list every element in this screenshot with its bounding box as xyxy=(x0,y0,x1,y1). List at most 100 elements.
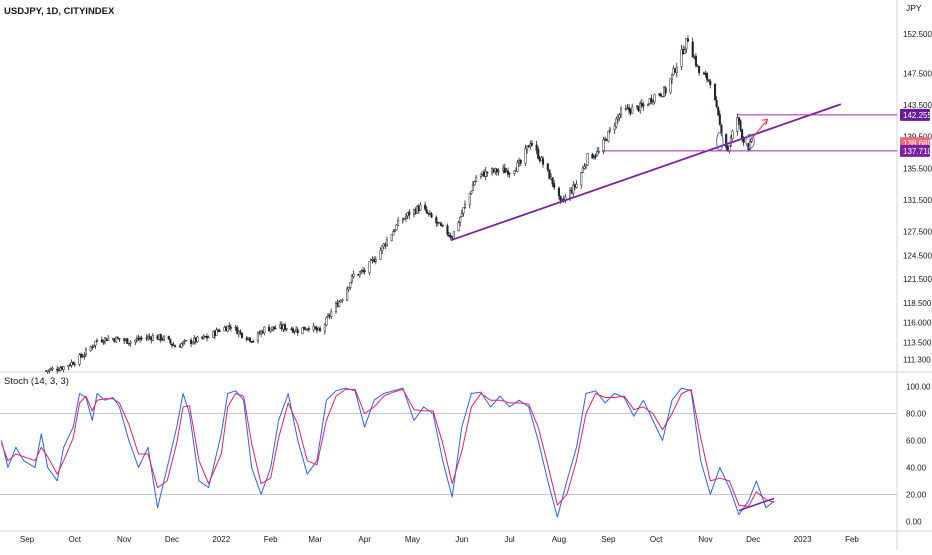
candle-body xyxy=(441,224,444,227)
candle-body xyxy=(346,288,349,301)
candle-body xyxy=(583,166,586,169)
time-tick-label: Aug xyxy=(552,535,566,544)
candle-body xyxy=(159,334,162,341)
candle-body xyxy=(381,245,384,251)
candle-body xyxy=(471,184,474,191)
price-tick-label: 124.500 xyxy=(903,251,932,260)
candle-body xyxy=(182,341,185,345)
candle-body xyxy=(349,282,352,288)
candle-body xyxy=(462,207,465,214)
candle-body xyxy=(592,156,596,159)
candle-body xyxy=(653,94,656,103)
candle-body xyxy=(584,164,588,168)
stoch-tick-label: 80.00 xyxy=(906,410,927,419)
candle-body xyxy=(129,341,132,344)
candle-body xyxy=(725,134,728,148)
candle-body xyxy=(218,330,221,332)
candle-body xyxy=(56,368,59,371)
candle-body xyxy=(737,117,740,121)
candle-body xyxy=(647,104,650,107)
candle-body xyxy=(739,120,742,130)
candle-body xyxy=(358,271,361,276)
candle-body xyxy=(363,270,366,273)
candle-body xyxy=(449,235,452,238)
candle-body xyxy=(405,216,408,219)
price-badge-label: 137.710 xyxy=(903,147,932,156)
candle-body xyxy=(174,345,177,348)
candle-body xyxy=(546,163,549,171)
time-tick-label: Sep xyxy=(601,535,616,544)
candle-body xyxy=(430,213,433,218)
candle-body xyxy=(524,148,527,164)
candle-body xyxy=(557,187,560,197)
candle-body xyxy=(537,149,540,159)
candle-body xyxy=(395,224,398,230)
time-tick-label: Jun xyxy=(455,535,468,544)
candle-body xyxy=(659,94,662,96)
candle-body xyxy=(240,332,244,338)
time-tick-label: May xyxy=(405,535,420,544)
candle-body xyxy=(167,335,170,340)
candle-body xyxy=(228,325,231,327)
candle-body xyxy=(217,329,220,332)
stoch-tick-label: 40.00 xyxy=(906,463,927,472)
candle-body xyxy=(438,222,441,224)
candle-body xyxy=(694,56,697,66)
candle-body xyxy=(269,328,272,332)
candle-body xyxy=(572,184,575,194)
stoch-series-line[interactable] xyxy=(1,388,775,507)
candle-body xyxy=(709,80,712,85)
candle-body xyxy=(319,328,322,332)
price-tick-label: 135.500 xyxy=(903,164,932,173)
candle-body xyxy=(96,339,99,342)
candle-body xyxy=(248,337,252,342)
candle-body xyxy=(272,326,275,329)
stoch-divergence-line[interactable] xyxy=(738,497,775,512)
candle-body xyxy=(686,38,690,42)
candle-body xyxy=(89,346,92,351)
support-trendline[interactable] xyxy=(450,103,842,242)
candle-body xyxy=(639,103,642,111)
time-tick-label: 2022 xyxy=(212,535,230,544)
candle-body xyxy=(94,340,97,346)
price-pane[interactable] xyxy=(45,35,897,374)
candle-body xyxy=(717,107,720,115)
candle-body xyxy=(602,139,605,152)
candle-body xyxy=(424,204,427,210)
price-badge xyxy=(900,108,930,121)
price-tick-label: 143.500 xyxy=(903,101,932,110)
candle-body xyxy=(134,339,137,343)
candle-body xyxy=(256,332,259,342)
candle-body xyxy=(597,151,600,153)
candle-body xyxy=(618,114,621,119)
candle-body xyxy=(368,261,371,273)
candle-body xyxy=(102,341,105,344)
price-tick-label: 147.500 xyxy=(903,69,932,78)
candle-body xyxy=(191,342,194,345)
candle-body xyxy=(664,87,667,94)
candle-body xyxy=(535,144,538,151)
candle-body xyxy=(226,325,229,332)
candle-body xyxy=(615,118,618,128)
candle-body xyxy=(263,326,266,333)
price-tick-label: 121.500 xyxy=(903,275,932,284)
candle-body xyxy=(452,231,455,240)
candle-body xyxy=(162,335,166,341)
candle-body xyxy=(581,167,584,173)
projection-arrow[interactable] xyxy=(751,118,768,140)
candle-body xyxy=(172,344,175,347)
low-ellipse[interactable] xyxy=(745,133,755,149)
candle-body xyxy=(728,145,731,152)
time-tick-label: Nov xyxy=(117,535,131,544)
candle-body xyxy=(72,362,75,365)
stoch-pane[interactable] xyxy=(1,387,775,518)
time-tick-label: Oct xyxy=(650,535,663,544)
candle-body xyxy=(640,102,643,106)
low-ellipse[interactable] xyxy=(716,131,724,151)
candle-body xyxy=(296,329,299,334)
candle-body xyxy=(115,336,118,343)
candle-body xyxy=(339,300,342,303)
stoch-tick-label: 20.00 xyxy=(906,490,927,499)
candle-body xyxy=(650,98,653,103)
